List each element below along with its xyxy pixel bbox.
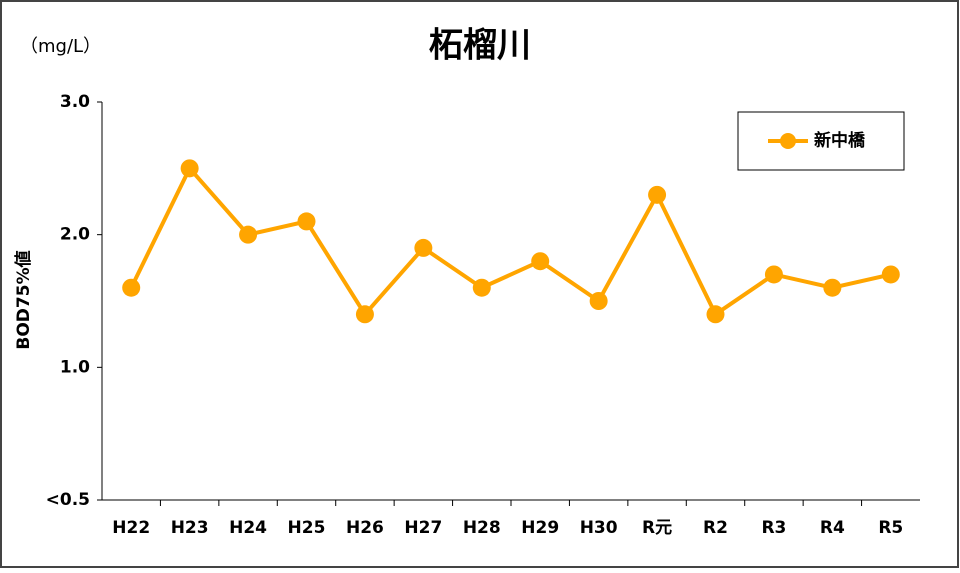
marker: [648, 185, 667, 204]
marker: [297, 212, 316, 231]
unit-label: （mg/L）: [20, 36, 101, 57]
marker: [589, 292, 608, 310]
x-tick-label: H28: [463, 518, 501, 538]
legend-label: 新中橋: [814, 130, 866, 151]
marker: [239, 225, 258, 244]
marker: [823, 278, 842, 297]
marker: [355, 305, 374, 324]
line: [129, 164, 892, 318]
x-tick-label: H25: [288, 518, 326, 538]
x-tick-label: H24: [229, 518, 267, 538]
marker: [472, 278, 491, 297]
x-tick-label: H22: [112, 518, 150, 538]
marker: [122, 278, 141, 297]
marker: [414, 238, 433, 257]
x-tick-label: R3: [761, 518, 786, 538]
x-tick-label: H30: [580, 518, 618, 538]
x-tick-label: R5: [878, 518, 903, 538]
marker: [764, 265, 783, 284]
y-tick-label: 2.0: [60, 225, 90, 245]
marker: [531, 252, 550, 271]
x-tick-label: H27: [404, 518, 442, 538]
x-tick-label: H29: [521, 518, 559, 538]
marker: [180, 159, 199, 178]
legend-marker: [780, 133, 796, 149]
x-tick-label: R4: [820, 518, 845, 538]
y-axis-label: BOD75%値: [13, 250, 34, 349]
x-tick-label: R2: [703, 518, 728, 538]
y-tick-label: 1.0: [60, 357, 90, 377]
y-tick-label: <0.5: [46, 490, 90, 510]
marker: [706, 305, 725, 324]
x-tick-label: H23: [171, 518, 209, 538]
x-tick-label: H26: [346, 518, 384, 538]
x-tick-label: R元: [642, 518, 672, 538]
y-tick-label: 3.0: [60, 92, 90, 112]
chart-title: 柘榴川: [429, 26, 531, 66]
legend-box: [737, 111, 905, 171]
marker: [881, 265, 900, 284]
